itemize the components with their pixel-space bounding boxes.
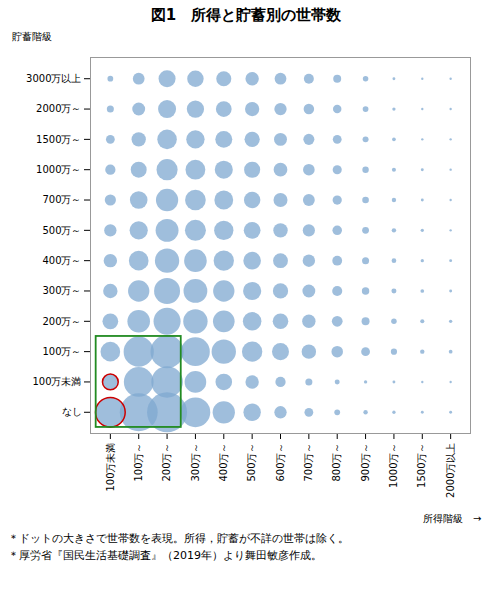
svg-text:400万～: 400万～	[42, 255, 81, 266]
svg-text:1500万～: 1500万～	[36, 134, 81, 145]
svg-text:1500万～: 1500万～	[416, 443, 427, 488]
svg-text:1000万～: 1000万～	[388, 443, 399, 488]
svg-text:なし: なし	[62, 406, 82, 417]
svg-text:600万～: 600万～	[275, 443, 286, 482]
svg-text:3000万以上: 3000万以上	[26, 73, 81, 84]
html-text:図1 所得と貯蓄別の世帯数: 図1 所得と貯蓄別の世帯数	[150, 6, 342, 24]
html-text:＊厚労省『国民生活基礎調査』（2019年）より舞田敏彦作成。: ＊厚労省『国民生活基礎調査』（2019年）より舞田敏彦作成。	[8, 549, 322, 562]
svg-text:200万～: 200万～	[42, 316, 81, 327]
svg-text:500万～: 500万～	[246, 443, 257, 482]
svg-text:700万～: 700万～	[303, 443, 314, 482]
svg-text:1000万～: 1000万～	[36, 164, 81, 175]
svg-text:400万～: 400万～	[218, 443, 229, 482]
svg-text:900万～: 900万～	[360, 443, 371, 482]
svg-text:100万～: 100万～	[133, 443, 144, 482]
svg-text:100万～: 100万～	[42, 346, 81, 357]
html-text:＊ドットの大きさで世帯数を表現。所得，貯蓄が不詳の世帯は除く: ＊ドットの大きさで世帯数を表現。所得，貯蓄が不詳の世帯は除く。	[8, 532, 349, 545]
svg-text:所得階級 →: 所得階級 →	[423, 513, 481, 524]
svg-text:300万～: 300万～	[190, 443, 201, 482]
svg-text:200万～: 200万～	[161, 443, 172, 482]
svg-text:500万～: 500万～	[42, 225, 81, 236]
svg-text:100万未満: 100万未満	[105, 443, 116, 492]
svg-text:100万未満: 100万未満	[32, 376, 81, 387]
svg-text:300万～: 300万～	[42, 285, 81, 296]
svg-text:800万～: 800万～	[331, 443, 342, 482]
svg-text:700万～: 700万～	[42, 194, 81, 205]
svg-text:2000万以上: 2000万以上	[445, 443, 456, 498]
svg-text:2000万～: 2000万～	[36, 103, 81, 114]
svg-text:貯蓄階級: 貯蓄階級	[12, 31, 52, 42]
